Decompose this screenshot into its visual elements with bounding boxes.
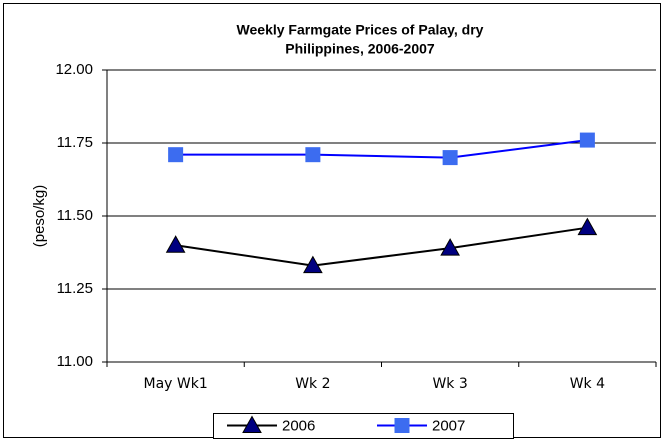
chart-title: Philippines, 2006-2007 xyxy=(285,41,435,57)
x-tick-label: May Wk1 xyxy=(143,376,207,392)
marker xyxy=(305,147,321,163)
marker xyxy=(442,150,458,166)
legend-label: 2006 xyxy=(282,417,315,434)
y-axis-label: (peso/kg) xyxy=(31,185,48,248)
chart-title: Weekly Farmgate Prices of Palay, dry xyxy=(237,22,484,38)
y-tick-label: 12.00 xyxy=(55,61,93,78)
series-line xyxy=(175,226,588,267)
marker xyxy=(577,217,598,236)
marker xyxy=(579,132,595,148)
marker xyxy=(242,415,262,433)
y-tick-label: 11.00 xyxy=(57,353,93,370)
legend-label: 2007 xyxy=(432,417,465,434)
y-tick-label: 11.50 xyxy=(57,207,93,224)
series-line xyxy=(175,139,588,159)
marker xyxy=(440,238,460,256)
x-tick-label: Wk 3 xyxy=(432,376,467,392)
y-tick-label: 11.75 xyxy=(57,134,93,151)
chart-border xyxy=(3,3,661,438)
marker xyxy=(165,235,186,253)
x-tick-label: Wk 2 xyxy=(295,376,330,392)
y-tick-label: 11.25 xyxy=(57,280,93,297)
marker xyxy=(168,147,184,163)
marker xyxy=(303,255,323,274)
marker xyxy=(394,418,410,433)
x-tick-label: Wk 4 xyxy=(570,376,605,392)
